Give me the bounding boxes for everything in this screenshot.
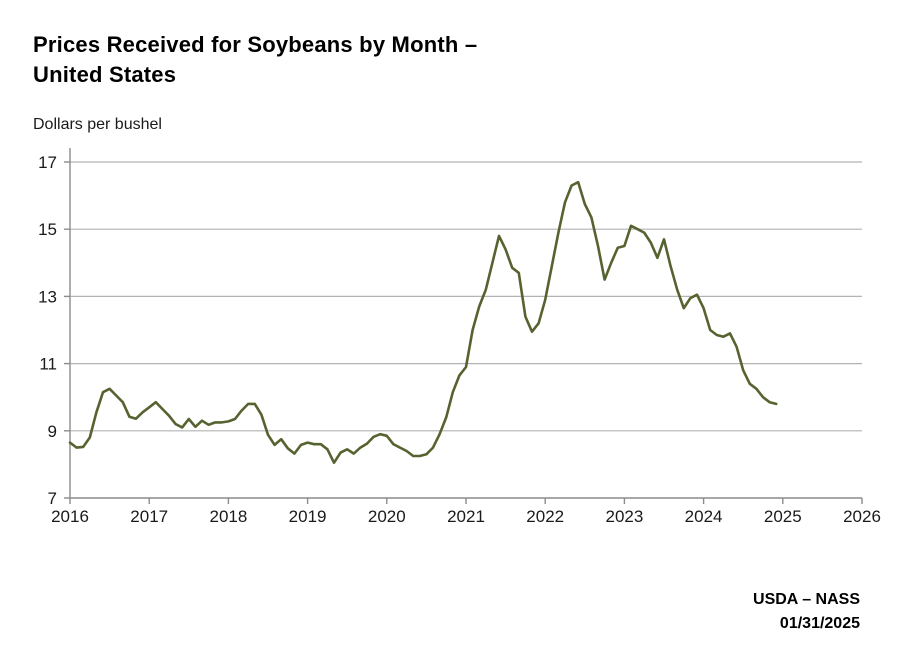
y-tick-label: 15 xyxy=(38,220,57,239)
y-tick-label: 13 xyxy=(38,287,57,306)
y-tick-label: 9 xyxy=(48,422,57,441)
x-tick-label: 2025 xyxy=(764,507,802,526)
x-tick-label: 2017 xyxy=(130,507,168,526)
chart-title-line1: Prices Received for Soybeans by Month – xyxy=(33,32,478,57)
x-tick-label: 2023 xyxy=(605,507,643,526)
publication-date-label: 01/31/2025 xyxy=(779,615,860,632)
x-tick-label: 2026 xyxy=(843,507,881,526)
x-tick-label: 2016 xyxy=(51,507,89,526)
price-line xyxy=(68,180,778,465)
x-tick-label: 2019 xyxy=(289,507,327,526)
y-tick-label: 17 xyxy=(38,153,57,172)
y-axis-unit-label: Dollars per bushel xyxy=(33,116,162,133)
chart-title: Prices Received for Soybeans by Month – U… xyxy=(33,30,477,90)
x-tick-label: 2024 xyxy=(685,507,723,526)
x-tick-label: 2022 xyxy=(526,507,564,526)
x-tick-label: 2020 xyxy=(368,507,406,526)
source-agency-label: USDA – NASS xyxy=(753,591,860,608)
chart-title-line2: United States xyxy=(33,62,177,87)
y-tick-label: 7 xyxy=(48,489,57,508)
y-tick-label: 11 xyxy=(39,355,57,374)
source-footer: USDA – NASS 01/31/2025 xyxy=(753,588,860,636)
x-tick-label: 2021 xyxy=(447,507,485,526)
x-tick-label: 2018 xyxy=(209,507,247,526)
